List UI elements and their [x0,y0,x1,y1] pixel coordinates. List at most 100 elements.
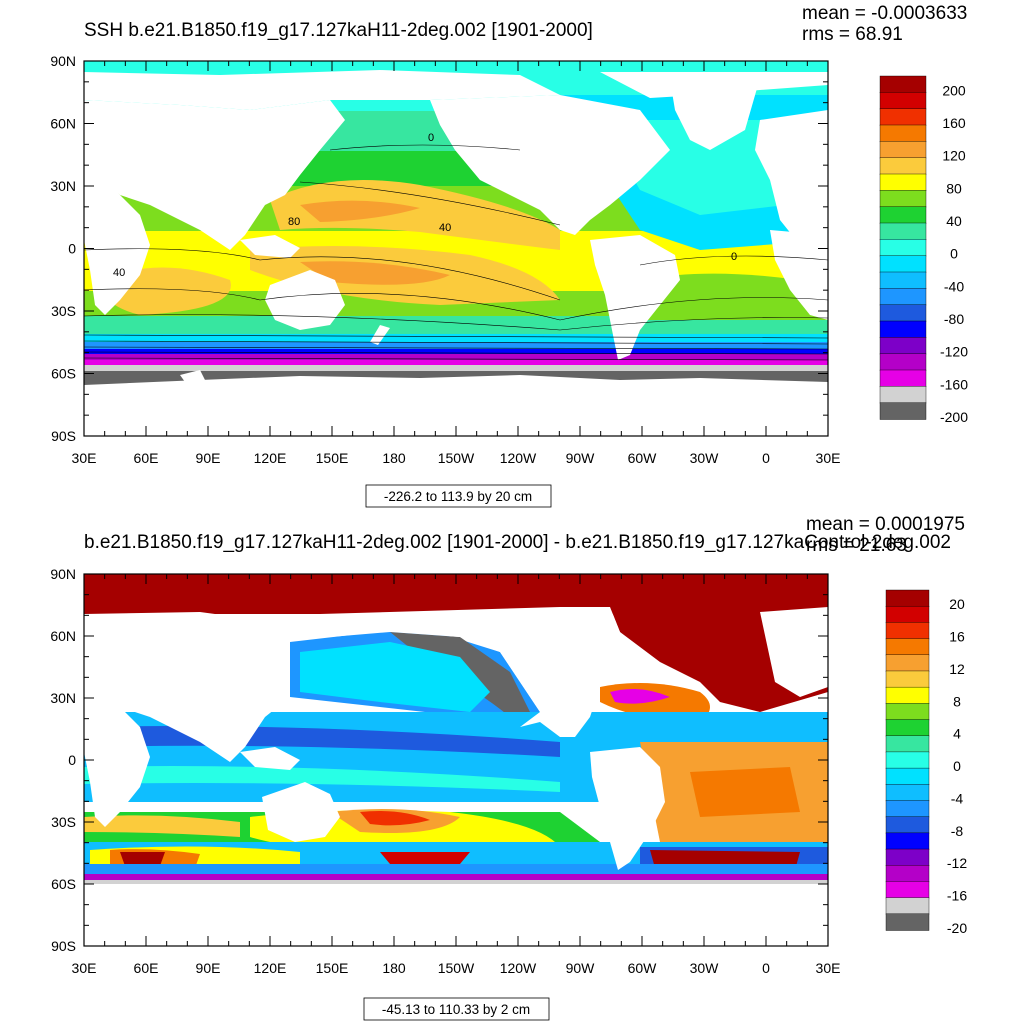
latitude-label: 60S [51,876,76,892]
colorbar-swatch [879,255,927,273]
longitude-labels: 30E 60E 90E 120E 150E 180 150W 120W 90W 60W 30W 0 30… [72,960,841,976]
colorbar-swatch [879,75,927,94]
colorbar-swatch [879,304,927,322]
colorbar-swatch [879,222,927,241]
contour-label: 0 [731,251,737,263]
longitude-label: 150W [438,450,475,466]
colorbar [879,75,927,420]
colorbar-swatch [879,108,927,126]
longitude-label: 30W [690,450,720,466]
colorbar-swatch [879,157,927,175]
longitude-label: 90E [196,450,221,466]
latitude-label: 0 [68,241,76,257]
range-label: -45.13 to 110.33 by 2 cm [382,1002,530,1017]
longitude-label: 30E [72,960,97,976]
longitude-label: 120E [254,960,287,976]
colorbar-swatch [885,800,930,818]
colorbar-label: -80 [944,311,964,327]
latitude-label: 60N [50,628,76,644]
landmasses [84,70,828,436]
latitude-label: 30S [51,814,76,830]
colorbar-label: 0 [953,758,961,774]
colorbar-label: -200 [940,409,968,425]
colorbar-label: 8 [953,693,961,709]
colorbar-label: 20 [949,596,965,612]
colorbar-swatch [879,288,927,306]
colorbar-swatch [879,173,927,192]
colorbar-swatch [879,206,927,224]
colorbar-label: -8 [951,823,964,839]
colorbar-swatch [885,865,930,883]
colorbar-label: 12 [949,661,965,677]
longitude-label: 90E [196,960,221,976]
colorbar-swatch [885,622,930,640]
longitude-label: 150E [316,450,349,466]
longitude-label: 60E [134,450,159,466]
colorbar-swatch [879,337,927,355]
colorbar-swatch [879,320,927,339]
longitude-label: 30W [690,960,720,976]
mean-stat: mean = 0.0001975 [806,514,965,535]
colorbar-swatch [885,816,930,834]
colorbar-label: -16 [947,888,967,904]
ssh-field [84,61,828,436]
ssh-difference-field [84,574,828,946]
colorbar-swatch [885,881,930,899]
latitude-label: 30S [51,303,76,319]
latitude-label: 30N [50,690,76,706]
colorbar-swatch [885,686,930,705]
colorbar-label: 4 [953,726,961,742]
latitude-labels: 90N 60N 30N 0 30S 60S 90S [50,53,76,444]
contour-label: 0 [428,132,434,144]
colorbar-label: 200 [942,82,966,98]
latitude-label: 90N [50,53,76,69]
latitude-labels: 90N 60N 30N 0 30S 60S 90S [50,566,76,954]
contour-label: 40 [439,222,451,234]
colorbar-label: -12 [947,855,967,871]
longitude-label: 30E [816,450,841,466]
colorbar-label: -4 [951,790,964,806]
longitude-labels: 30E 60E 90E 120E 150E 180 150W 120W 90W 60W 30W 0 30… [72,450,841,466]
colorbar-swatch [885,832,930,850]
latitude-label: 90S [51,938,76,954]
latitude-label: 60N [50,116,76,132]
landmasses [84,607,828,946]
longitude-label: 150W [438,960,475,976]
colorbar-swatch [879,124,927,143]
longitude-label: 60E [134,960,159,976]
ssh-map-figure: 0 80 40 0 40 90N 60N 30N 0 30S 60S 90S 30E 60E 9… [50,53,968,508]
contour-lines [84,144,828,361]
colorbar-label: 80 [946,180,962,196]
longitude-label: 60W [628,960,658,976]
colorbar-label: 160 [942,115,966,131]
latitude-label: 90N [50,566,76,582]
panel-title: SSH b.e21.B1850.f19_g17.127kaH11-2deg.00… [84,20,593,41]
longitude-label: 90W [566,450,596,466]
longitude-label: 150E [316,960,349,976]
range-label: -226.2 to 113.9 by 20 cm [384,489,532,504]
colorbar-swatch [879,353,927,371]
range-label-box [363,997,550,1021]
colorbar [885,589,930,931]
colorbar-label: 40 [946,213,962,229]
colorbar-swatch [879,141,927,159]
contour-label: 40 [113,267,125,279]
longitude-label: 120W [500,450,537,466]
latitude-label: 0 [68,752,76,768]
latitude-label: 60S [51,366,76,382]
colorbar-swatch [885,784,930,802]
latitude-label: 90S [51,428,76,444]
longitude-label: 60W [628,450,658,466]
longitude-label: 0 [762,960,770,976]
colorbar-label: -20 [947,920,967,936]
longitude-label: 120W [500,960,537,976]
colorbar-swatch [885,767,930,785]
rms-stat: rms = 68.91 [802,24,903,45]
colorbar-labels: 20 16 12 8 4 0 -4 -8 -12 -16 -20 [947,596,967,936]
colorbar-label: -120 [940,344,968,360]
colorbar-label: 16 [949,629,965,645]
colorbar-label: -160 [940,376,968,392]
mean-stat: mean = -0.0003633 [802,3,968,24]
longitude-label: 30E [816,960,841,976]
longitude-label: 120E [254,450,287,466]
